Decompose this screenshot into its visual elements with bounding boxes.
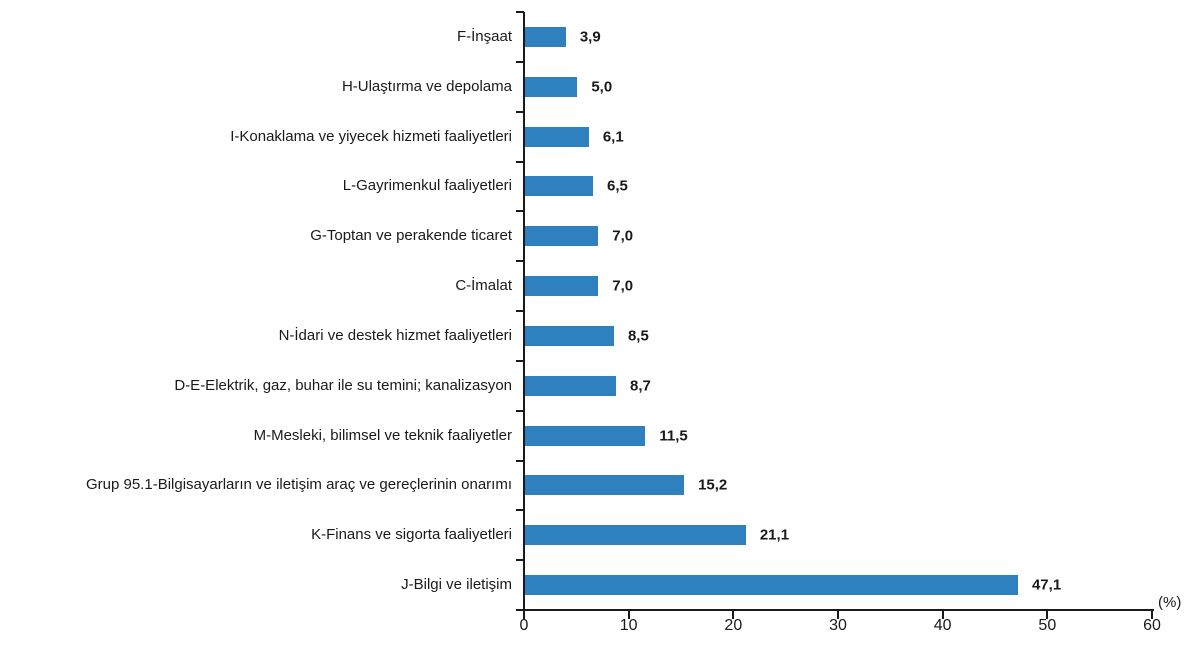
x-axis-tick-label: 10 xyxy=(619,617,638,634)
value-label: 11,5 xyxy=(659,427,688,445)
value-label: 3,9 xyxy=(579,28,601,46)
value-label: 6,1 xyxy=(602,128,624,146)
x-axis-tick-label: 20 xyxy=(724,617,743,634)
bar xyxy=(525,126,589,147)
category-label: J-Bilgi ve iletişim xyxy=(401,576,512,594)
y-axis-tick xyxy=(516,359,524,362)
bar xyxy=(525,76,578,97)
bar xyxy=(525,226,599,247)
y-axis-tick xyxy=(516,110,524,113)
category-label: N-İdari ve destek hizmet faaliyetleri xyxy=(278,326,512,344)
category-label: Grup 95.1-Bilgisayarların ve iletişim ar… xyxy=(85,476,512,494)
category-label: F-İnşaat xyxy=(456,27,512,45)
value-label: 21,1 xyxy=(759,526,790,544)
bar xyxy=(525,525,746,546)
category-label: H-Ulaştırma ve depolama xyxy=(341,77,512,95)
bar xyxy=(525,26,566,47)
bar xyxy=(525,425,646,446)
value-label: 8,5 xyxy=(627,327,649,345)
bar xyxy=(525,375,617,396)
value-label: 7,0 xyxy=(612,227,634,245)
x-axis-tick-label: 60 xyxy=(1143,617,1161,634)
category-label: D-E-Elektrik, gaz, buhar ile su temini; … xyxy=(174,376,512,394)
value-label: 5,0 xyxy=(591,78,613,96)
category-label: I-Konaklama ve yiyecek hizmeti faaliyetl… xyxy=(230,127,512,145)
x-axis-tick xyxy=(941,611,944,619)
y-axis-tick xyxy=(516,609,524,611)
x-axis-unit-label: (%) xyxy=(1158,594,1182,611)
y-axis-tick xyxy=(516,11,524,13)
x-axis-tick xyxy=(1151,611,1153,619)
y-axis-tick xyxy=(516,409,524,412)
bar xyxy=(525,325,614,346)
category-label: L-Gayrimenkul faaliyetleri xyxy=(342,177,512,195)
y-axis-line xyxy=(523,12,525,612)
category-label: C-İmalat xyxy=(455,277,512,295)
bar xyxy=(525,575,1018,596)
y-axis-tick xyxy=(516,509,524,512)
value-label: 15,2 xyxy=(698,476,728,494)
y-axis-tick xyxy=(516,459,524,462)
x-axis-tick xyxy=(1046,611,1049,619)
x-axis-tick-label: 0 xyxy=(519,617,529,634)
y-axis-tick xyxy=(516,160,524,163)
value-label: 6,5 xyxy=(607,177,628,195)
x-axis-tick xyxy=(732,611,735,619)
x-axis-line xyxy=(523,609,1154,611)
y-axis-tick xyxy=(516,210,524,213)
y-axis-tick xyxy=(516,60,524,63)
category-label: K-Finans ve sigorta faaliyetleri xyxy=(311,526,512,544)
category-label: M-Mesleki, bilimsel ve teknik faaliyetle… xyxy=(253,426,512,444)
y-axis-tick xyxy=(516,559,524,562)
bar xyxy=(525,176,594,197)
x-axis-tick-label: 40 xyxy=(933,617,952,634)
x-axis-tick xyxy=(627,611,630,619)
bar xyxy=(525,276,599,297)
x-axis-tick xyxy=(523,611,525,619)
value-label: 8,7 xyxy=(630,377,651,395)
category-label: G-Toptan ve perakende ticaret xyxy=(310,227,512,245)
value-label: 47,1 xyxy=(1031,576,1062,594)
x-axis-tick xyxy=(837,611,839,619)
x-axis-tick-label: 30 xyxy=(829,617,847,634)
x-axis-tick-label: 50 xyxy=(1038,617,1057,634)
bar xyxy=(525,475,685,496)
y-axis-tick xyxy=(516,260,524,263)
y-axis-tick xyxy=(516,310,524,312)
value-label: 7,0 xyxy=(612,277,634,295)
